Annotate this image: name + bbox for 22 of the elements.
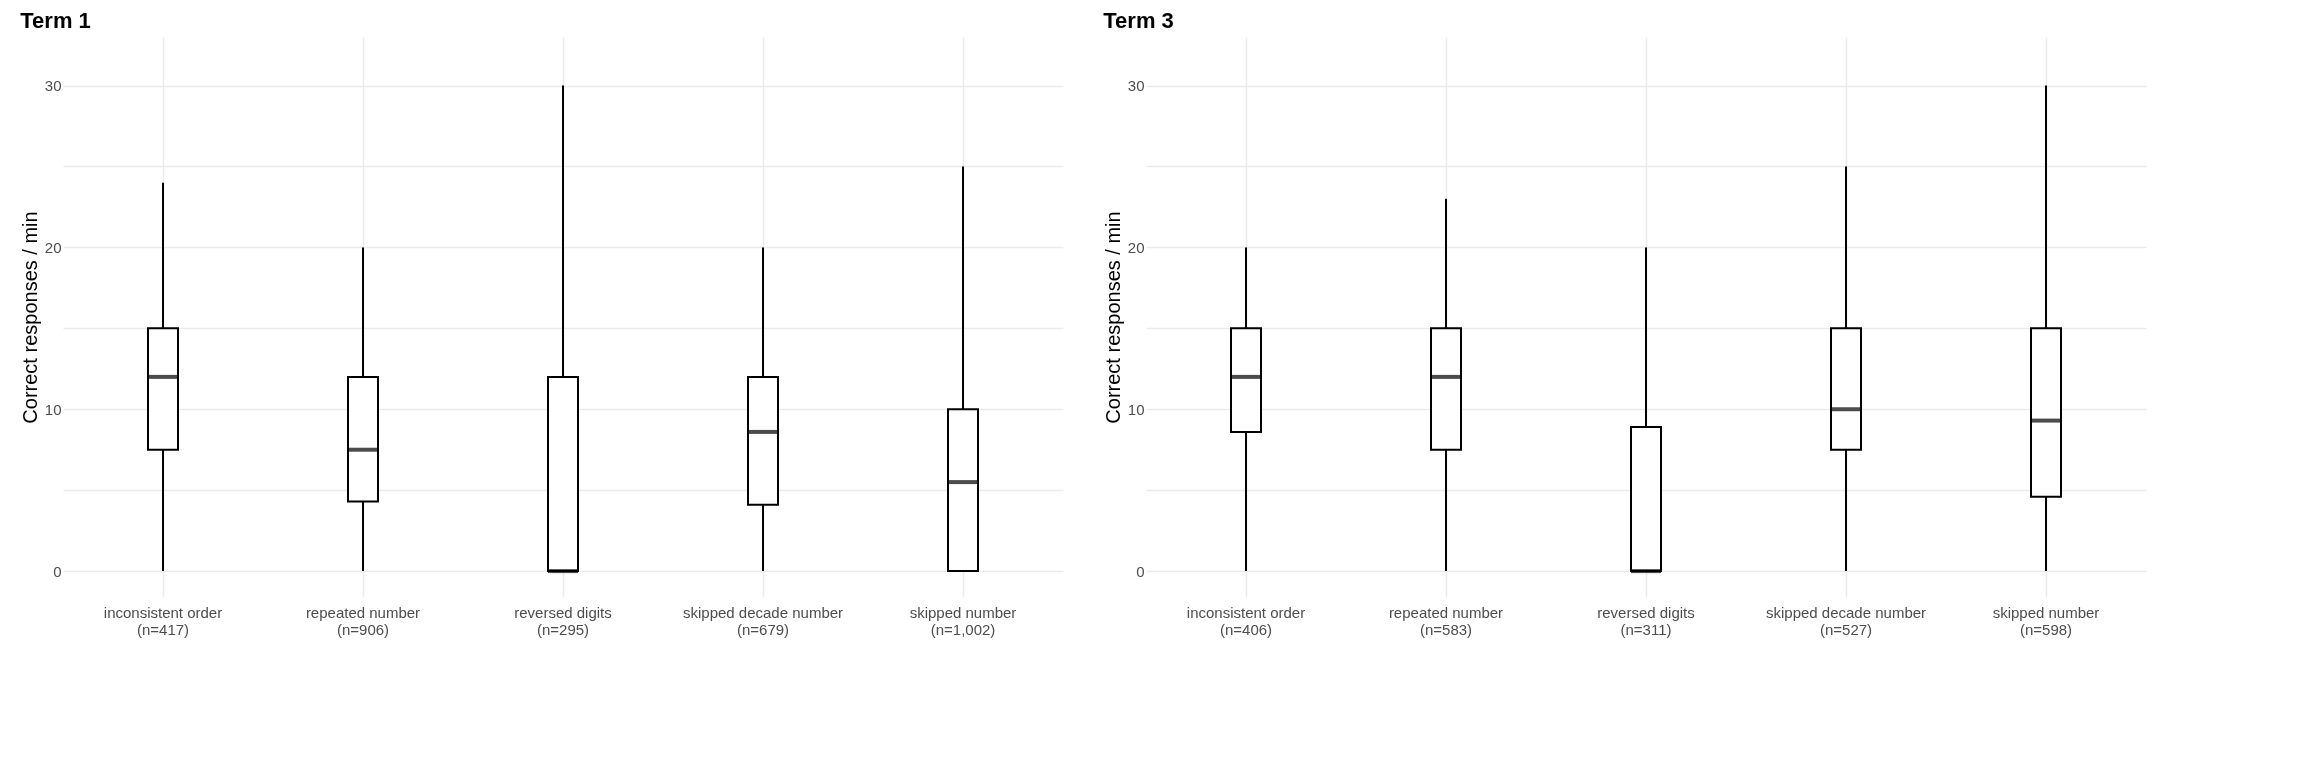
y-axis-title: Correct responses / min xyxy=(1101,211,1124,424)
x-tick-label: repeated number (n=906) xyxy=(305,603,421,638)
x-tick-label: repeated number (n=583) xyxy=(1388,603,1504,638)
x-tick-label: skipped decade number (n=679) xyxy=(682,603,844,638)
y-tick-label: 20 xyxy=(1127,238,1145,256)
y-tick-label: 10 xyxy=(1127,400,1145,418)
y-tick-label: 30 xyxy=(1127,77,1145,95)
y-tick-label: 0 xyxy=(1136,562,1145,580)
x-tick-label: inconsistent order (n=417) xyxy=(103,603,223,638)
x-tick-label: skipped number (n=598) xyxy=(1992,603,2100,638)
y-tick-label: 10 xyxy=(44,400,62,418)
x-tick-label: skipped number (n=1,002) xyxy=(909,603,1017,638)
x-tick-label: reversed digits (n=311) xyxy=(1597,603,1695,638)
x-tick-label: skipped decade number (n=527) xyxy=(1765,603,1927,638)
x-tick-label: reversed digits (n=295) xyxy=(514,603,612,638)
chart-title: Term 3 xyxy=(1103,8,1174,33)
x-tick-label: inconsistent order (n=406) xyxy=(1186,603,1306,638)
y-tick-label: 30 xyxy=(44,77,62,95)
chart-title: Term 1 xyxy=(20,8,91,33)
y-tick-label: 20 xyxy=(44,238,62,256)
y-tick-label: 0 xyxy=(53,562,62,580)
y-axis-title: Correct responses / min xyxy=(18,211,41,424)
